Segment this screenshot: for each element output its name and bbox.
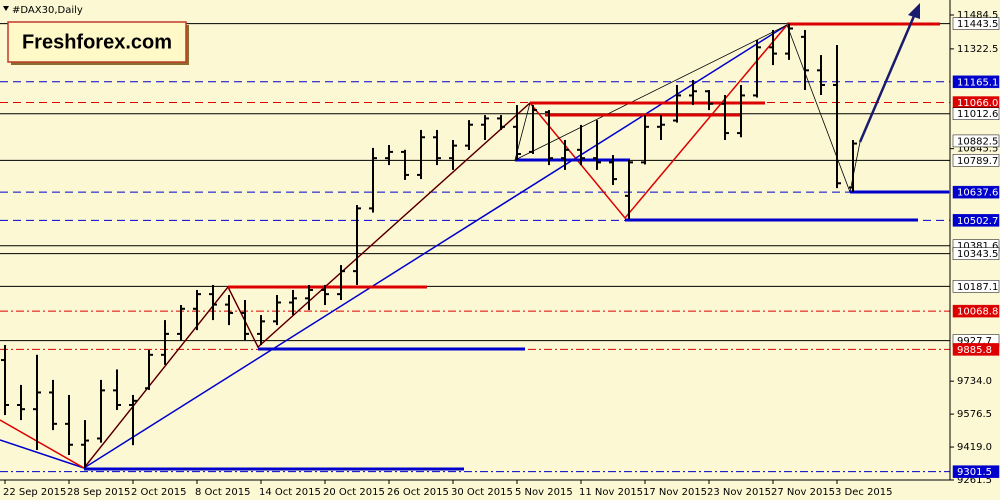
x-tick-label: 27 Nov 2015 [771,487,835,498]
x-tick-label: 14 Oct 2015 [259,487,321,498]
logo: Freshforex.com [22,31,172,53]
x-tick-label: 8 Oct 2015 [195,487,250,498]
level-label: 9927.7 [957,336,992,347]
x-tick-label: 3 Dec 2015 [835,487,893,498]
x-tick-label: 17 Nov 2015 [643,487,707,498]
level-label-bg [952,343,1000,356]
level-label: 11165.1 [957,77,998,88]
level-label-bg [952,107,1000,120]
chart-title: #DAX30,Daily [12,5,83,16]
y-tick-label: 9734.0 [957,376,992,387]
level-label: 11066.0 [957,98,998,109]
x-tick-label: 11 Nov 2015 [579,487,643,498]
level-label: 10882.5 [957,136,998,147]
x-tick-label: 26 Oct 2015 [387,487,449,498]
level-label: 10789.7 [957,156,998,167]
y-tick-label: 11322.5 [957,44,998,55]
level-label: 11012.6 [957,109,998,120]
bars [1,23,857,469]
level-label-bg [952,154,1000,167]
level-label: 11443.5 [957,19,998,30]
x-tick-label: 23 Nov 2015 [707,487,771,498]
x-tick-label: 30 Oct 2015 [451,487,513,498]
level-label-bg [952,75,1000,89]
level-label: 10343.5 [957,249,998,260]
level-label-bg [952,304,1000,318]
level-label-bg [952,185,1000,199]
level-label: 10502.7 [957,216,998,227]
level-label-bg [952,214,1000,227]
y-tick-label: 9576.5 [957,409,992,420]
y-tick-label: 10845.5 [957,144,998,155]
level-label: 10637.6 [957,188,998,199]
level-label: 9885.8 [957,345,992,356]
zigzag-black [83,24,861,469]
arrow-head [908,3,920,19]
logo-box [7,21,187,63]
level-label: 9301.5 [957,467,992,478]
level-label: 10187.1 [957,282,998,293]
trend-line [83,24,788,469]
x-tick-label: 22 Sep 2015 [3,487,66,498]
y-tick-label: 9261.5 [957,475,992,486]
x-tick-label: 5 Nov 2015 [515,487,573,498]
level-label-bg [952,465,1000,478]
title-icon [3,6,9,11]
x-tick-label: 28 Sep 2015 [67,487,130,498]
trend-line [0,439,85,469]
level-label-bg [952,247,1000,260]
forecast-arrow [858,15,916,143]
y-tick-label: 11484.5 [957,10,998,21]
level-label-bg [952,134,1000,148]
y-tick-label: 9419.0 [957,442,992,453]
level-label: 10381.6 [957,241,998,252]
axis-labels: 11484.5 11322.5 10845.5 9734.0 9576.5 9419.0 9… [3,10,1000,498]
level-label: 10068.8 [957,307,998,318]
x-tick-label: 20 Oct 2015 [323,487,385,498]
x-tick-label: 2 Oct 2015 [131,487,186,498]
level-label-bg [952,280,1000,293]
level-label-bg [952,17,1000,30]
levels [0,23,950,473]
